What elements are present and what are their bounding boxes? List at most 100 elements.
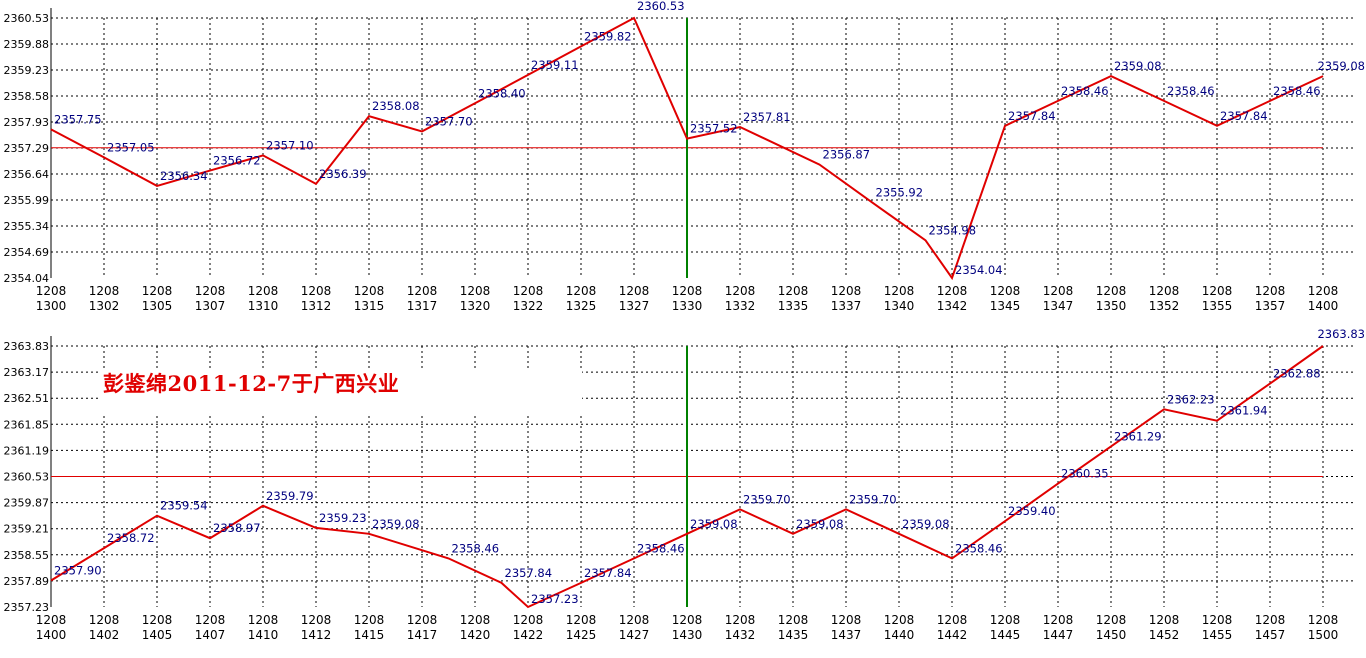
x-tick-label-bottom: 1345	[990, 299, 1021, 313]
data-label: 2358.72	[107, 531, 155, 545]
data-label: 2358.46	[955, 541, 1003, 555]
y-tick-label: 2359.21	[4, 523, 50, 536]
x-tick-label-top: 1208	[513, 284, 544, 298]
data-label: 2357.05	[107, 140, 155, 154]
x-tick-label-bottom: 1317	[407, 299, 438, 313]
x-tick-label-top: 1208	[725, 613, 756, 627]
x-tick-label-top: 1208	[937, 613, 968, 627]
x-tick-label-top: 1208	[778, 284, 809, 298]
y-tick-label: 2363.83	[4, 340, 50, 353]
data-label: 2362.23	[1167, 392, 1215, 406]
x-tick-label-bottom: 1400	[1308, 299, 1339, 313]
x-tick-label-top: 1208	[460, 613, 491, 627]
x-tick-label-top: 1208	[990, 613, 1021, 627]
y-tick-label: 2362.51	[4, 392, 50, 405]
x-tick-label-top: 1208	[513, 613, 544, 627]
x-tick-label-bottom: 1407	[195, 628, 226, 642]
x-tick-label-bottom: 1302	[89, 299, 120, 313]
x-tick-label-top: 1208	[1308, 613, 1339, 627]
x-tick-label-top: 1208	[248, 613, 279, 627]
x-tick-label-bottom: 1300	[36, 299, 67, 313]
x-tick-label-top: 1208	[831, 613, 862, 627]
x-tick-label-top: 1208	[407, 284, 438, 298]
y-tick-label: 2354.04	[4, 272, 50, 285]
x-tick-label-bottom: 1322	[513, 299, 544, 313]
data-label: 2358.46	[637, 541, 685, 555]
x-tick-label-top: 1208	[1255, 284, 1286, 298]
x-tick-label-top: 1208	[884, 613, 915, 627]
data-label: 2357.84	[584, 566, 632, 580]
x-tick-label-top: 1208	[142, 613, 173, 627]
x-tick-label-bottom: 1315	[354, 299, 385, 313]
data-label: 2354.04	[955, 263, 1003, 277]
y-tick-label: 2355.34	[4, 220, 50, 233]
y-tick-label: 2355.99	[4, 194, 50, 207]
data-label: 2356.87	[823, 148, 871, 162]
y-tick-label: 2361.85	[4, 418, 50, 431]
y-tick-label: 2358.55	[4, 549, 50, 562]
x-tick-label-top: 1208	[937, 284, 968, 298]
data-label: 2361.94	[1220, 404, 1268, 418]
y-tick-label: 2357.29	[4, 142, 50, 155]
x-tick-label-bottom: 1410	[248, 628, 279, 642]
data-label: 2357.84	[505, 566, 553, 580]
watermark-background	[100, 368, 582, 416]
x-tick-label-top: 1208	[301, 284, 332, 298]
x-tick-label-top: 1208	[460, 284, 491, 298]
y-tick-label: 2360.53	[4, 471, 50, 484]
x-tick-label-top: 1208	[1043, 613, 1074, 627]
series-line	[50, 16, 1324, 281]
y-tick-label: 2357.23	[4, 601, 50, 614]
x-tick-label-bottom: 1437	[831, 628, 862, 642]
data-label: 2357.84	[1220, 109, 1268, 123]
data-label: 2357.75	[54, 112, 102, 126]
data-label: 2357.84	[1008, 109, 1056, 123]
data-label: 2359.08	[690, 517, 738, 531]
x-tick-label-bottom: 1400	[36, 628, 67, 642]
x-tick-label-bottom: 1307	[195, 299, 226, 313]
x-tick-label-top: 1208	[195, 613, 226, 627]
x-tick-label-bottom: 1340	[884, 299, 915, 313]
x-tick-label-bottom: 1445	[990, 628, 1021, 642]
x-tick-label-bottom: 1455	[1202, 628, 1233, 642]
x-tick-label-top: 1208	[142, 284, 173, 298]
x-tick-label-top: 1208	[248, 284, 279, 298]
x-tick-label-bottom: 1435	[778, 628, 809, 642]
y-tick-label: 2359.88	[4, 38, 50, 51]
x-tick-label-bottom: 1442	[937, 628, 968, 642]
data-label: 2358.46	[1061, 84, 1109, 98]
y-tick-label: 2359.23	[4, 64, 50, 77]
data-label: 2357.52	[690, 122, 738, 136]
x-tick-label-top: 1208	[89, 284, 120, 298]
x-tick-label-bottom: 1320	[460, 299, 491, 313]
data-label: 2355.92	[876, 186, 924, 200]
x-tick-label-bottom: 1325	[566, 299, 597, 313]
data-label: 2358.97	[213, 521, 261, 535]
x-tick-label-top: 1208	[1096, 284, 1127, 298]
data-label: 2356.72	[213, 154, 261, 168]
data-label: 2358.46	[1273, 84, 1321, 98]
x-tick-label-bottom: 1422	[513, 628, 544, 642]
x-tick-label-bottom: 1335	[778, 299, 809, 313]
x-tick-label-bottom: 1415	[354, 628, 385, 642]
x-tick-label-top: 1208	[1255, 613, 1286, 627]
x-tick-label-top: 1208	[672, 613, 703, 627]
y-tick-label: 2357.89	[4, 575, 50, 588]
x-tick-label-top: 1208	[195, 284, 226, 298]
y-tick-label: 2360.53	[4, 12, 50, 25]
data-label: 2360.53	[637, 0, 685, 13]
data-label: 2357.90	[54, 564, 102, 578]
data-label: 2356.34	[160, 169, 208, 183]
data-label: 2359.70	[743, 492, 791, 506]
x-tick-label-bottom: 1425	[566, 628, 597, 642]
x-tick-label-bottom: 1500	[1308, 628, 1339, 642]
y-tick-label: 2359.87	[4, 497, 50, 510]
data-label: 2358.40	[478, 86, 526, 100]
x-tick-label-top: 1208	[89, 613, 120, 627]
data-label: 2356.39	[319, 167, 367, 181]
x-tick-label-bottom: 1432	[725, 628, 756, 642]
watermark-text: 彭鉴绵2011-12-7于广西兴业	[103, 371, 400, 396]
x-tick-label-bottom: 1402	[89, 628, 120, 642]
x-tick-label-top: 1208	[619, 613, 650, 627]
